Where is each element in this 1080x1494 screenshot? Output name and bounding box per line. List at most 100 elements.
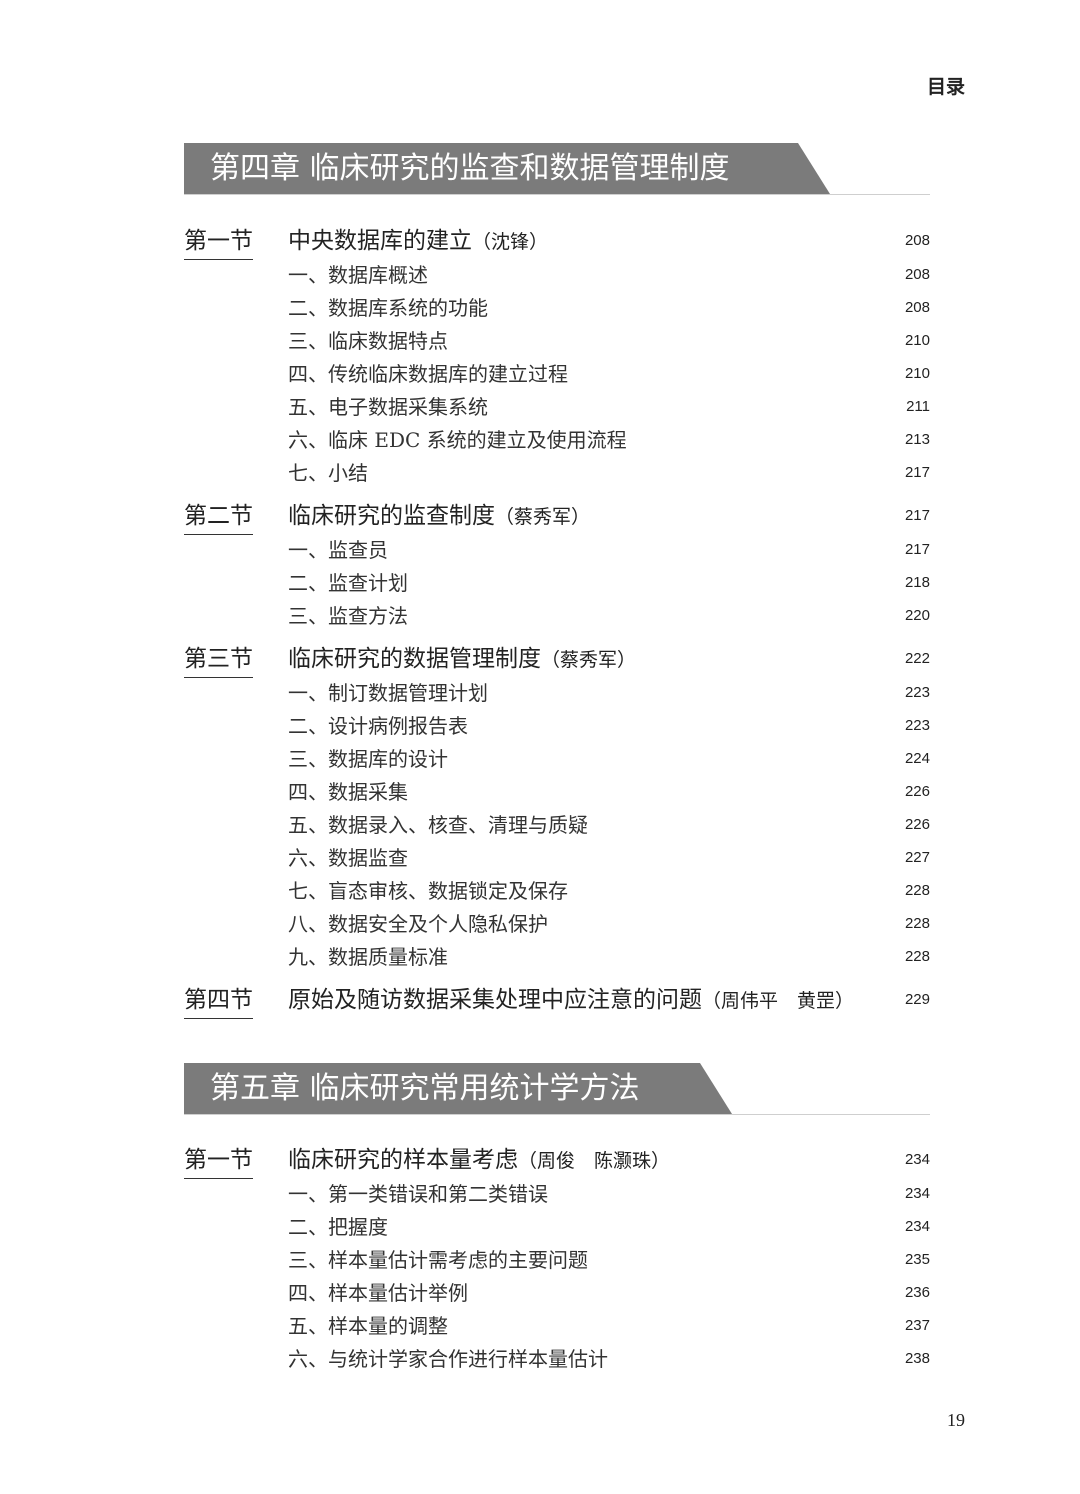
chapter-rule [184,194,930,195]
item-page: 235 [904,1251,930,1268]
chapter-banner: 第四章 临床研究的监查和数据管理制度 [184,143,830,194]
toc-item[interactable]: 七、盲态审核、数据锁定及保存 228 [184,875,930,907]
item-page: 223 [904,717,930,734]
item-title: 五、数据录入、核查、清理与质疑 [288,813,588,837]
toc-item[interactable]: 七、小结 217 [184,457,930,489]
chapter-rule [184,1114,930,1115]
item-title: 二、监查计划 [288,571,408,595]
section-title: 中央数据库的建立（沈锋） [288,225,548,258]
section-label: 第三节 [184,643,253,678]
section-page: 222 [904,650,930,667]
section-authors: （蔡秀军） [495,506,591,528]
item-page: 220 [904,607,930,624]
item-title: 七、盲态审核、数据锁定及保存 [288,879,568,903]
section-page: 234 [904,1151,930,1168]
item-page: 208 [904,299,930,316]
section-title-text: 临床研究的数据管理制度 [288,646,541,672]
toc-item[interactable]: 四、样本量估计举例 236 [184,1277,930,1309]
section-row[interactable]: 第二节 临床研究的监查制度（蔡秀军） 217 [184,500,930,535]
item-page: 210 [904,365,930,382]
item-title: 六、临床 EDC 系统的建立及使用流程 [288,428,627,452]
section-label: 第一节 [184,225,253,260]
item-title: 三、临床数据特点 [288,329,448,353]
toc-item[interactable]: 四、数据采集 226 [184,776,930,808]
toc-item[interactable]: 九、数据质量标准 228 [184,941,930,973]
section-authors: （蔡秀军） [541,649,637,671]
item-title: 一、第一类错误和第二类错误 [288,1182,548,1206]
section-label: 第四节 [184,984,253,1019]
section-page: 217 [904,507,930,524]
toc-item[interactable]: 六、临床 EDC 系统的建立及使用流程 213 [184,424,930,456]
item-title: 三、数据库的设计 [288,747,448,771]
item-title: 一、制订数据管理计划 [288,681,488,705]
toc-item[interactable]: 五、电子数据采集系统 211 [184,391,930,423]
item-page: 226 [904,816,930,833]
section-page: 229 [904,991,930,1008]
item-title: 四、样本量估计举例 [288,1281,468,1305]
section-row[interactable]: 第一节 中央数据库的建立（沈锋） 208 [184,225,930,260]
toc-item[interactable]: 六、与统计学家合作进行样本量估计 238 [184,1343,930,1375]
toc-item[interactable]: 二、设计病例报告表 223 [184,710,930,742]
toc-item[interactable]: 四、传统临床数据库的建立过程 210 [184,358,930,390]
toc-item[interactable]: 一、数据库概述 208 [184,259,930,291]
item-title: 二、把握度 [288,1215,388,1239]
item-title: 八、数据安全及个人隐私保护 [288,912,548,936]
toc-item[interactable]: 一、监查员 217 [184,534,930,566]
item-page: 234 [904,1185,930,1202]
item-page: 228 [904,948,930,965]
toc-item[interactable]: 八、数据安全及个人隐私保护 228 [184,908,930,940]
item-page: 210 [904,332,930,349]
item-title: 二、数据库系统的功能 [288,296,488,320]
item-page: 238 [904,1350,930,1367]
section-row[interactable]: 第四节 原始及随访数据采集处理中应注意的问题（周伟平 黄罡） 229 [184,984,930,1019]
section-label: 第一节 [184,1144,253,1179]
toc-item[interactable]: 一、第一类错误和第二类错误 234 [184,1178,930,1210]
item-title: 六、与统计学家合作进行样本量估计 [288,1347,608,1371]
section-page: 208 [904,232,930,249]
toc-item[interactable]: 一、制订数据管理计划 223 [184,677,930,709]
item-page: 213 [904,431,930,448]
item-page: 224 [904,750,930,767]
toc-item[interactable]: 五、数据录入、核查、清理与质疑 226 [184,809,930,841]
item-page: 227 [904,849,930,866]
toc-item[interactable]: 三、数据库的设计 224 [184,743,930,775]
item-title: 四、数据采集 [288,780,408,804]
item-title: 六、数据监查 [288,846,408,870]
item-title: 五、电子数据采集系统 [288,395,488,419]
section-authors: （沈锋） [472,231,549,253]
section-row[interactable]: 第三节 临床研究的数据管理制度（蔡秀军） 222 [184,643,930,678]
toc-item[interactable]: 三、样本量估计需考虑的主要问题 235 [184,1244,930,1276]
section-title-text: 临床研究的监查制度 [288,503,495,529]
section-title-text: 临床研究的样本量考虑 [288,1147,518,1173]
running-header: 目录 [926,76,965,98]
toc-item[interactable]: 六、数据监查 227 [184,842,930,874]
item-title: 二、设计病例报告表 [288,714,468,738]
section-title: 临床研究的样本量考虑（周俊 陈灏珠） [288,1144,670,1177]
section-authors: （周伟平 黄罡） [702,990,855,1012]
toc-item[interactable]: 三、监查方法 220 [184,600,930,632]
toc-item[interactable]: 五、样本量的调整 237 [184,1310,930,1342]
item-title: 九、数据质量标准 [288,945,448,969]
section-label: 第二节 [184,500,253,535]
toc-item[interactable]: 二、监查计划 218 [184,567,930,599]
item-page: 211 [906,398,930,415]
item-title: 五、样本量的调整 [288,1314,448,1338]
item-page: 223 [904,684,930,701]
item-title: 四、传统临床数据库的建立过程 [288,362,568,386]
item-title: 七、小结 [288,461,368,485]
toc-item[interactable]: 二、把握度 234 [184,1211,930,1243]
section-row[interactable]: 第一节 临床研究的样本量考虑（周俊 陈灏珠） 234 [184,1144,930,1179]
toc-item[interactable]: 二、数据库系统的功能 208 [184,292,930,324]
item-page: 208 [904,266,930,283]
section-title: 临床研究的数据管理制度（蔡秀军） [288,643,636,676]
item-page: 228 [904,882,930,899]
item-page: 236 [904,1284,930,1301]
page-number: 19 [947,1410,965,1430]
item-page: 226 [904,783,930,800]
section-title-text: 原始及随访数据采集处理中应注意的问题 [288,987,702,1013]
item-page: 234 [904,1218,930,1235]
section-title: 原始及随访数据采集处理中应注意的问题（周伟平 黄罡） [288,984,854,1017]
toc-item[interactable]: 三、临床数据特点 210 [184,325,930,357]
item-title: 一、监查员 [288,538,388,562]
item-title: 三、样本量估计需考虑的主要问题 [288,1248,588,1272]
